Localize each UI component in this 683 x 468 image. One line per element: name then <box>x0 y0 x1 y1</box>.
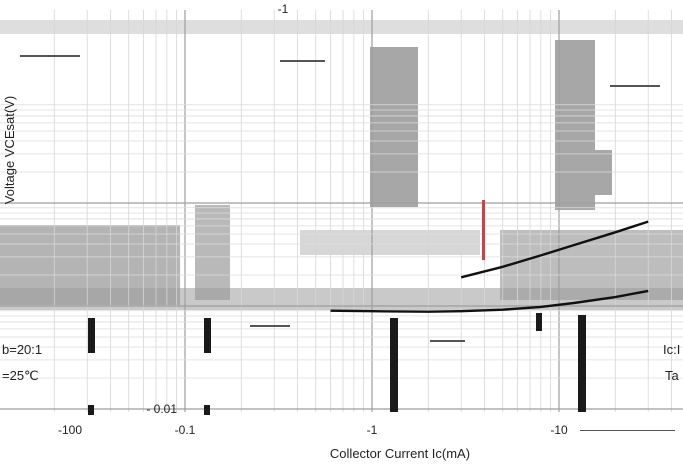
scan-artifact-layer <box>0 20 683 310</box>
artifact-block <box>195 205 230 300</box>
x-tick-label: -0.1 <box>175 423 196 437</box>
marker-bar <box>88 318 95 353</box>
y-tick-label: - 0.01 <box>146 402 177 416</box>
noise-mark <box>280 60 325 62</box>
y-axis-title: Voltage VCEsat(V) <box>2 96 17 204</box>
annotation-ratio: b=20:1 <box>2 342 42 357</box>
artifact-block <box>555 40 595 210</box>
marker-bar <box>204 405 210 415</box>
marker-bar-layer <box>88 200 586 415</box>
marker-bar <box>536 313 542 331</box>
accent-bar <box>482 200 485 260</box>
marker-bar <box>204 318 211 353</box>
x-axis-title: Collector Current Ic(mA) <box>330 446 470 461</box>
x-tick-label: -10 <box>550 423 568 437</box>
noise-mark <box>580 430 675 431</box>
series-line-2 <box>460 220 649 279</box>
noise-mark <box>250 325 290 327</box>
tick-label-layer: -0.1 -1 -10 -100 - 0.01 -1 <box>58 2 568 437</box>
scan-noise <box>20 55 675 431</box>
artifact-block <box>370 47 418 207</box>
annotation-ratio-right: Ic:I <box>663 342 680 357</box>
marker-bar <box>390 318 398 412</box>
noise-mark <box>430 340 465 342</box>
noise-mark <box>610 85 660 87</box>
annotation-temperature: =25℃ <box>2 368 39 383</box>
marker-bar <box>578 315 586 412</box>
artifact-block <box>590 150 612 195</box>
series-layer <box>330 220 649 313</box>
series-line-1 <box>330 289 649 313</box>
artifact-block <box>0 20 683 34</box>
y-tick-label: -1 <box>278 2 289 16</box>
x-tick-label: -100 <box>58 423 82 437</box>
noise-mark <box>20 55 80 57</box>
annotation-temp-right: Ta <box>665 368 680 383</box>
marker-bar <box>88 405 94 415</box>
x-tick-label: -1 <box>367 423 378 437</box>
artifact-block <box>0 288 683 310</box>
